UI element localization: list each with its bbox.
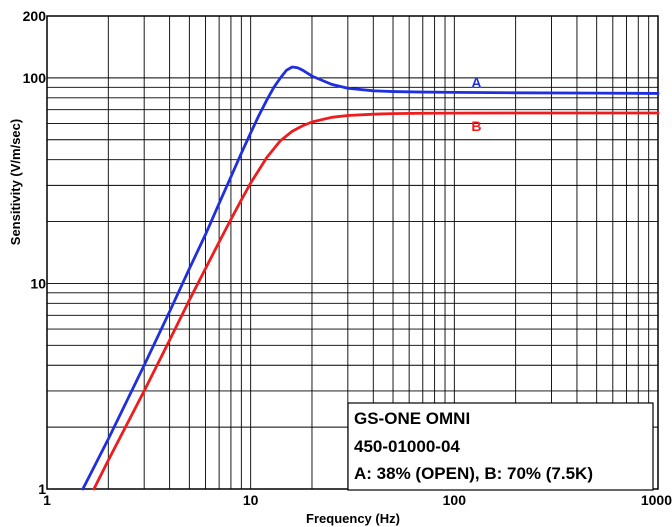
y-tick-label: 100 — [23, 70, 47, 86]
y-axis-ticks: 1 10 100 200 — [23, 8, 47, 497]
legend-line-part-number: 450-01000-04 — [354, 437, 460, 456]
x-tick-label: 1 — [43, 492, 51, 508]
legend-line-model: GS-ONE OMNI — [354, 409, 470, 428]
series-annotations: AB — [471, 74, 481, 134]
y-tick-label: 200 — [23, 8, 47, 24]
legend-box: GS-ONE OMNI 450-01000-04 A: 38% (OPEN), … — [347, 402, 654, 491]
x-axis-ticks: 1 10 100 1000 — [43, 492, 672, 508]
y-tick-label: 10 — [30, 275, 46, 291]
legend-box-frame — [347, 402, 654, 491]
series-annotation-B: B — [471, 118, 481, 134]
series-annotation-A: A — [471, 74, 481, 90]
x-tick-label: 10 — [243, 492, 259, 508]
x-tick-label: 1000 — [641, 492, 672, 508]
x-axis-label: Frequency (Hz) — [306, 511, 400, 526]
series-line-A — [81, 65, 660, 491]
y-axis-label: Sensitivity (V/m/sec) — [8, 119, 23, 245]
series-layer — [81, 65, 660, 491]
x-tick-label: 100 — [443, 492, 467, 508]
legend-line-damping: A: 38% (OPEN), B: 70% (7.5K) — [354, 464, 593, 483]
y-tick-label: 1 — [38, 481, 46, 497]
series-line-B — [92, 111, 660, 491]
